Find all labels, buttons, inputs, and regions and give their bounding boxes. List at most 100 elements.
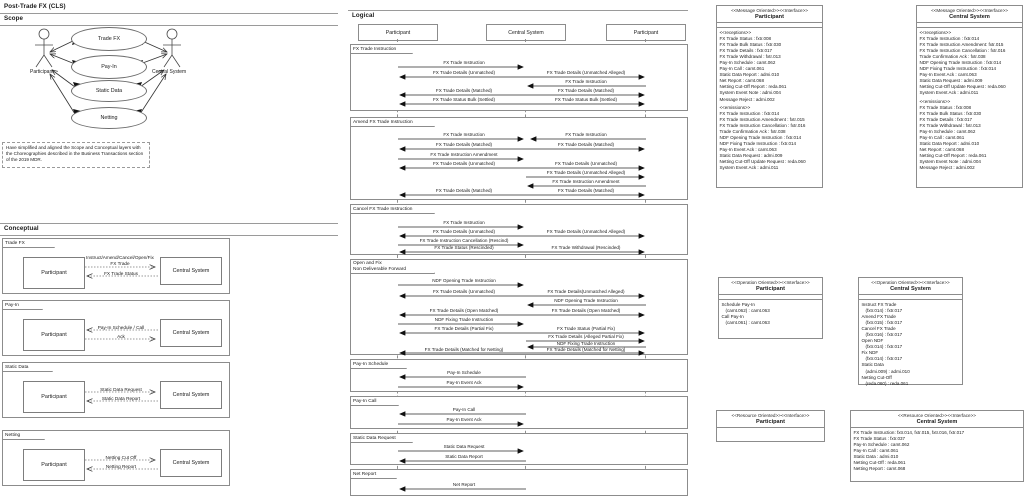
page-title: Post-Trade FX (CLS) (4, 3, 66, 10)
conceptual-participant-pay-in[interactable]: Participant (23, 319, 85, 351)
interface-stereotype: <<Operation Oriented>><<Interface>> (731, 280, 810, 285)
seq-msg-label: Net Report (452, 482, 476, 487)
interface-resources-compartment (717, 428, 824, 432)
lifeline-head-participant-right[interactable]: Participant (606, 24, 686, 41)
conceptual-flow-label-static-data-req: Static Data Request (100, 387, 142, 392)
iface-item: Trade Confirmation Ack : fxtr.038 (719, 128, 786, 134)
iface-item: Static Data Report : admi.010 (719, 72, 780, 78)
scope-actors-and-links (35, 28, 181, 117)
seq-msg-label: Static Data Request (443, 444, 485, 449)
iface-item: Netting Cut-Off Report : reda.061 (919, 152, 987, 158)
seq-arrows-fx-trade-instruction (398, 64, 646, 107)
scope-actor-label-left: Participant (30, 69, 54, 75)
conceptual-flow-label-netting-cutoff: Netting Cut Off (105, 455, 137, 460)
iface-item: Net Report : camt.068 (919, 146, 964, 152)
seq-msg-label: Pay-In Event Ack (446, 417, 482, 422)
operation-signature: (camt.061) : camt.063 (725, 320, 770, 326)
interface-operations-compartment: <<receptions>> FX Trade Status : fxtr.00… (717, 28, 822, 173)
conceptual-flow-label-trade-fx-in: FX Trade Status (104, 271, 138, 276)
seq-msg-label: FX Trade Details (Unmatched Alleged) (546, 70, 626, 75)
scope-note: Have simplified and aligned the Scope an… (2, 142, 150, 168)
seq-msg-label: FX Trade Details (Matched) (557, 188, 615, 193)
seq-arrows-open-fix (398, 282, 646, 356)
iface-item: System Event Ack : admi.011 (919, 90, 979, 96)
seq-msg-label: Pay-In Schedule (447, 370, 481, 375)
usecase-netting[interactable]: Netting (71, 107, 147, 129)
operation-signature: (fxtr.016) : fxtr.017 (865, 332, 903, 338)
conceptual-flow-label-pay-in-in: Pay-In Schedule / Call (97, 325, 145, 330)
operation-signature: (fxtr.015) : fxtr.017 (865, 320, 903, 326)
iface-item: FX Trade Withdrawal : fxtr.013 (719, 54, 781, 60)
resource-item: Netting Report : camt.068 (853, 466, 906, 472)
iface-item: Pay-In Call : camt.061 (919, 134, 965, 140)
conceptual-flows-trade-fx (85, 239, 158, 295)
interface-resource-oriented-central-system[interactable]: <<Resource Oriented>><<Interface>> Centr… (850, 410, 1024, 482)
scope-actor-label-right: Central System (152, 69, 187, 75)
logical-frame-pay-in-schedule: Pay-In Schedule Pay-In Schedule Pay-In E… (350, 359, 688, 392)
seq-msg-label: Pay-In Event Ack (446, 380, 482, 385)
seq-msg-label: FX Trade Details (Unmatched) (432, 289, 496, 294)
interface-message-oriented-central-system[interactable]: <<Message Oriented>><<Interface>> Centra… (916, 5, 1023, 188)
interface-message-oriented-participant[interactable]: <<Message Oriented>><<Interface>> Partic… (716, 5, 823, 188)
iface-item: FX Trade Instruction : fxtr.014 (719, 110, 780, 116)
interface-operations-compartment: Instruct FX Trade (fxtr.014) : fxtr.017 … (859, 300, 962, 389)
seq-msg-label: FX Trade Details (Matched) (435, 88, 493, 93)
interface-operations-compartment: Schedule Pay-In (camt.062) : camt.063 Ca… (719, 300, 822, 328)
conceptual-frame-trade-fx: Trade FX Participant Central System Inst… (2, 238, 230, 294)
conceptual-central-system-static-data[interactable]: Central System (160, 381, 222, 409)
iface-item: Pay-In Schedule : camt.062 (719, 60, 776, 66)
iface-item: NDF Opening Trade Instruction : fxtr.014 (719, 134, 802, 140)
iface-item: FX Trade Status : fxtr.008 (919, 104, 972, 110)
iface-item: FX Trade Status : fxtr.008 (719, 36, 772, 42)
seq-arrows-amend (398, 136, 646, 198)
operation-name: Cancel FX Trade (861, 326, 896, 332)
usecase-static-data[interactable]: Static Data (71, 80, 147, 102)
seq-msg-label: FX Trade Details (Alleged Partial Fix) (548, 334, 624, 339)
iface-item: Netting Cut-Off Update Request : reda.06… (919, 84, 1006, 90)
seq-msg-label: FX Trade Instruction (443, 132, 485, 137)
resource-item: FX Trade Instruction: fxtr.014, fxtr.015… (853, 430, 965, 435)
usecase-trade-fx[interactable]: Trade FX (71, 27, 147, 51)
logical-frame-fx-trade-instruction: FX Trade Instruction FX Trade Instructio… (350, 44, 688, 111)
logical-section-title: Logical (352, 12, 375, 19)
conceptual-flows-pay-in (85, 301, 158, 357)
conceptual-central-system-trade-fx[interactable]: Central System (160, 257, 222, 285)
lifeline-head-central-system[interactable]: Central System (486, 24, 566, 41)
lifeline-head-participant-left[interactable]: Participant (358, 24, 438, 41)
seq-msg-label: FX Trade Details (Unmatched) (432, 70, 496, 75)
seq-msg-label: NDF Fixing Trade Instruction (434, 317, 494, 322)
interface-operation-oriented-participant[interactable]: <<Operation Oriented>><<Interface>> Part… (718, 277, 823, 339)
seq-msg-label: FX Trade Details (Matched) (435, 188, 493, 193)
conceptual-flow-label-pay-in-ack: Ack (117, 334, 125, 339)
interface-stereotype: <<Message Oriented>><<Interface>> (731, 8, 808, 13)
group-head: <<emissions>> (919, 98, 951, 104)
seq-msg-label: Pay-In Call (452, 407, 476, 412)
left-column: Post-Trade FX (CLS) Scope (0, 0, 342, 499)
seq-arrows-static-data-request (398, 448, 526, 464)
iface-item: FX Trade Details : fxtr.017 (719, 48, 773, 54)
conceptual-flow-label-netting-report: Netting Report (105, 464, 137, 469)
iface-item: Netting Cut-Off Update Request : reda.06… (719, 158, 806, 164)
conceptual-participant-trade-fx[interactable]: Participant (23, 257, 85, 289)
interface-resource-oriented-participant[interactable]: <<Resource Oriented>><<Interface>> Parti… (716, 410, 825, 442)
iface-item: Pay-In Event Ack : camt.063 (919, 72, 977, 78)
conceptual-central-system-netting[interactable]: Central System (160, 449, 222, 477)
seq-msg-label: NDF Opening Trade Instruction (554, 298, 618, 303)
iface-item: FX Trade Withdrawal : fxtr.013 (919, 122, 981, 128)
iface-item: Static Data Request : admi.009 (719, 152, 783, 158)
iface-item: Trade Confirmation Ack : fxtr.038 (919, 54, 986, 60)
operation-signature: (camt.062) : camt.063 (725, 308, 770, 314)
interface-operation-oriented-central-system[interactable]: <<Operation Oriented>><<Interface>> Cent… (858, 277, 963, 386)
iface-item: FX Trade Instruction Amendment : fxtr.01… (719, 116, 805, 122)
seq-msg-label: FX Trade Details (Matched) (435, 142, 493, 147)
iface-item: System Event Note : admi.004 (919, 158, 981, 164)
conceptual-central-system-pay-in[interactable]: Central System (160, 319, 222, 347)
iface-item: NDF Opening Trade Instruction : fxtr.014 (919, 60, 1002, 66)
conceptual-participant-static-data[interactable]: Participant (23, 381, 85, 413)
iface-item: FX Trade Bulk Status : fxtr.030 (919, 110, 982, 116)
interface-resources-compartment: FX Trade Instruction: fxtr.014, fxtr.015… (851, 428, 1023, 474)
iface-item: FX Trade Instruction Cancellation : fxtr… (919, 48, 1006, 54)
usecase-pay-in[interactable]: Pay-In (71, 55, 147, 79)
conceptual-participant-netting[interactable]: Participant (23, 449, 85, 481)
